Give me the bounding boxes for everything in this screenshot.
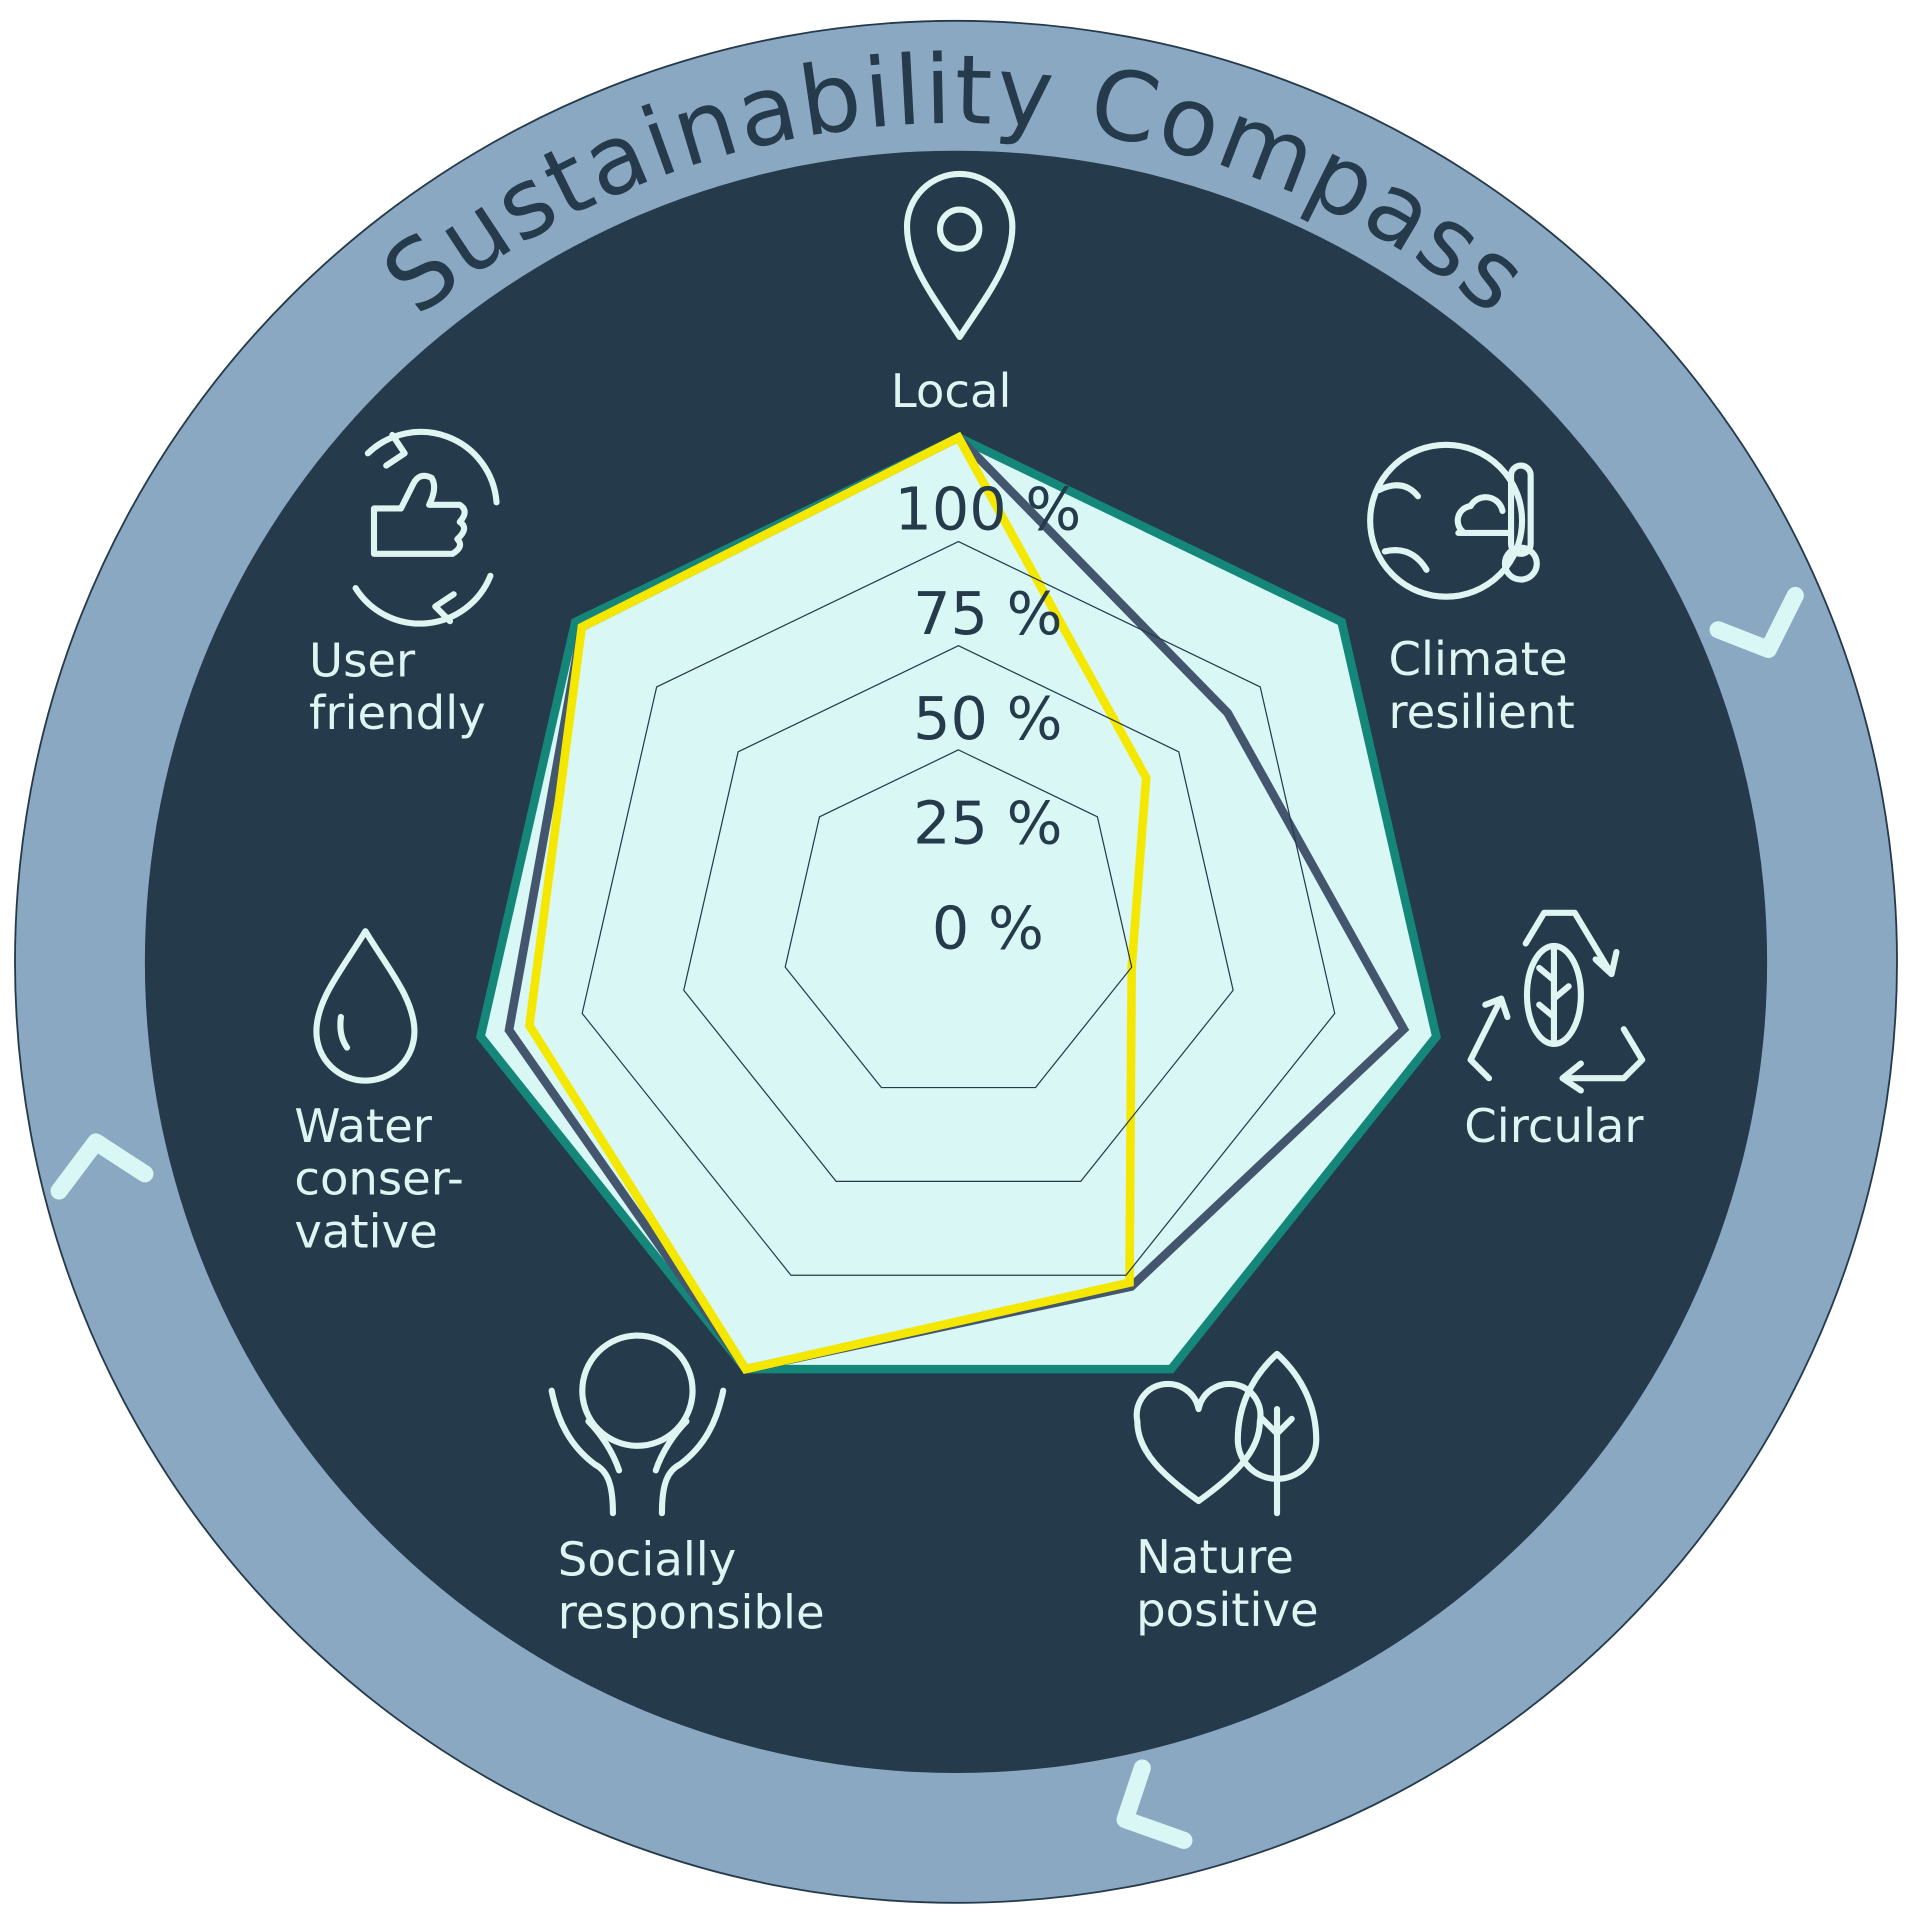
icon-climate — [1367, 441, 1540, 600]
grid-ring — [683, 645, 1234, 1183]
category-label: Climate resilient — [1389, 632, 1575, 739]
category-label-line: vative — [294, 1204, 437, 1258]
category-label: Nature positive — [1136, 1530, 1319, 1637]
y-tick-label: 100 % — [894, 474, 1081, 543]
series-polygon — [524, 431, 1151, 1374]
grid — [581, 540, 1336, 1276]
category-label-line: Circular — [1464, 1099, 1644, 1153]
icon-user — [352, 428, 500, 627]
y-tick-label: 50 % — [913, 684, 1062, 753]
category-label: Socially responsible — [558, 1533, 825, 1640]
y-tick-label: 75 % — [913, 579, 1062, 648]
category-label-line: resilient — [1389, 685, 1575, 739]
category-label: Water conser-vative — [294, 1099, 463, 1258]
category-labels: Local Climate resilient Circular Nature posit… — [294, 364, 1644, 1640]
chevron — [50, 1133, 154, 1200]
series — [475, 431, 1441, 1374]
category-label: Local — [891, 364, 1012, 418]
y-tick-label: 25 % — [913, 789, 1062, 858]
y-tick-label: 0 % — [932, 893, 1044, 962]
category-label: Circular — [1464, 1099, 1644, 1153]
category-label-line: responsible — [558, 1585, 825, 1639]
category-label-line: friendly — [309, 686, 486, 740]
category-label-line: User — [309, 633, 416, 687]
icon-social — [548, 1332, 727, 1517]
series-polygon — [475, 432, 1441, 1374]
chevrons — [50, 586, 1804, 1849]
chevron — [1709, 586, 1804, 658]
category-label: User friendly — [309, 633, 486, 740]
tick-labels: 0 % 25 % 50 % 75 % 100 % — [894, 474, 1081, 962]
category-label-line: conser- — [294, 1152, 463, 1206]
icon-water — [313, 928, 418, 1084]
category-label-line: Nature — [1136, 1530, 1294, 1584]
icon-nature — [1133, 1350, 1320, 1517]
category-label-line: Water — [294, 1099, 432, 1153]
grid-ring — [784, 749, 1133, 1089]
category-label-line: Climate — [1389, 632, 1568, 686]
grid-ring — [581, 540, 1336, 1276]
icons — [313, 170, 1646, 1517]
category-label-line: Socially — [558, 1533, 736, 1587]
icon-local — [903, 170, 1016, 341]
category-label-line: Local — [891, 364, 1012, 418]
category-label-line: positive — [1136, 1583, 1319, 1637]
chevron — [1116, 1759, 1193, 1849]
icon-circular — [1467, 909, 1646, 1094]
